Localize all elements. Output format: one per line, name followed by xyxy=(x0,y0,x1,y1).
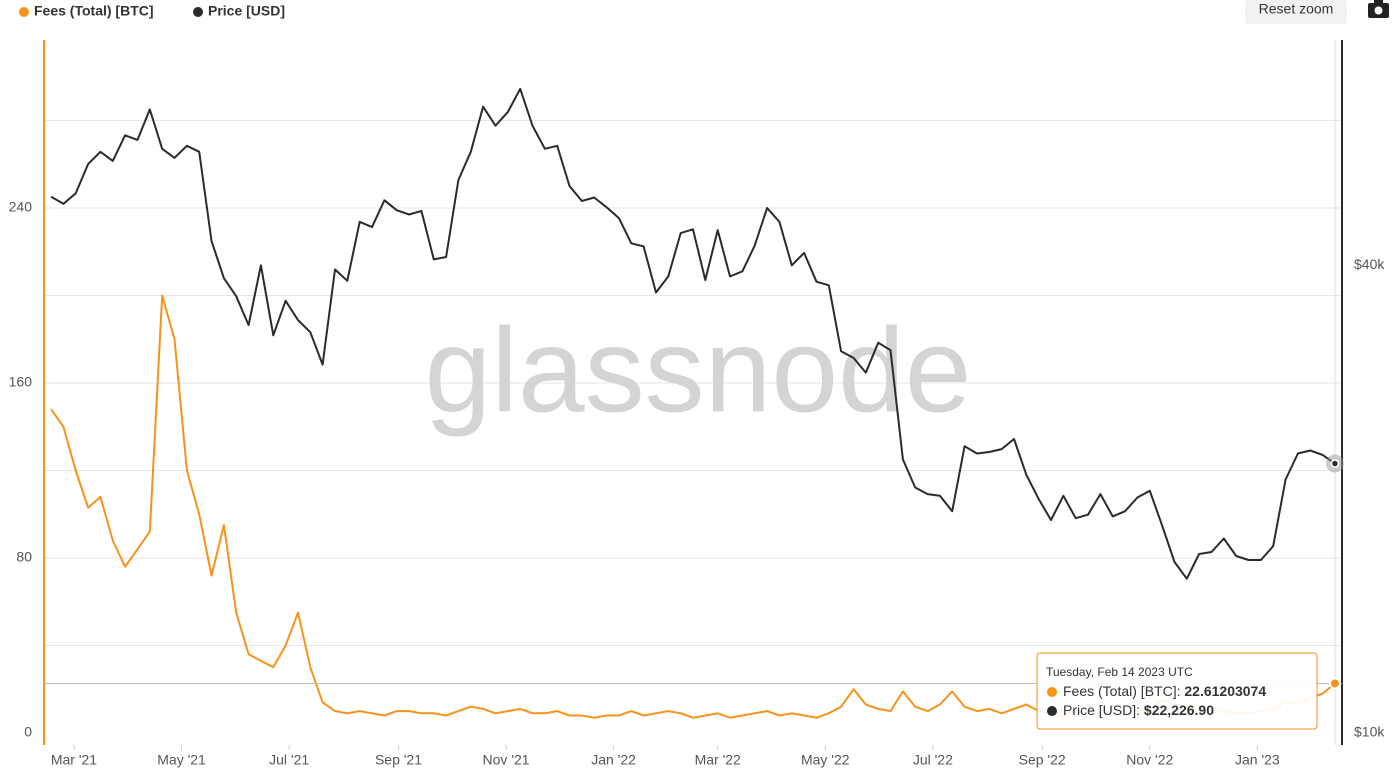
series-line xyxy=(50,87,1336,580)
camera-top[interactable] xyxy=(1374,0,1383,5)
y2-tick-label: $10k xyxy=(1354,724,1385,740)
x-tick-label: Nov '21 xyxy=(483,752,530,768)
tooltip-series-name: Fees (Total) [BTC] xyxy=(1063,683,1177,699)
camera-lens[interactable] xyxy=(1374,6,1383,15)
x-tick-label: Mar '21 xyxy=(51,752,97,768)
x-tick-label: Jul '21 xyxy=(269,752,309,768)
tooltip-box xyxy=(1036,652,1318,730)
x-tick-label: Jan '23 xyxy=(1235,752,1280,768)
tooltip: Tuesday, Feb 14 2023 UTC Fees (Total) [BT… xyxy=(1036,652,1318,730)
x-tick-label: Nov '22 xyxy=(1126,752,1173,768)
y-tick-label: 160 xyxy=(9,374,33,390)
tooltip-row: Price [USD]: $22,226.90 xyxy=(1063,702,1214,718)
hover-marker xyxy=(1328,677,1341,690)
tooltip-dot xyxy=(1047,706,1057,716)
legend-label[interactable]: Fees (Total) [BTC] xyxy=(34,3,154,19)
tooltip-sep: : xyxy=(1136,702,1144,718)
y-tick-label: 240 xyxy=(9,199,33,215)
x-tick-label: Jan '22 xyxy=(591,752,636,768)
x-tick-label: May '22 xyxy=(801,752,850,768)
legend-dot xyxy=(19,7,29,17)
watermark: glassnode xyxy=(424,304,971,438)
x-tick-label: Jul '22 xyxy=(913,752,953,768)
tooltip-dot xyxy=(1047,687,1057,697)
tooltip-series-name: Price [USD] xyxy=(1063,702,1136,718)
x-tick-label: Sep '22 xyxy=(1019,752,1066,768)
tooltip-value: $22,226.90 xyxy=(1144,702,1214,718)
tooltip-title: Tuesday, Feb 14 2023 UTC xyxy=(1046,665,1193,679)
legend-dot xyxy=(193,7,203,17)
y2-tick-label: $40k xyxy=(1354,256,1385,272)
reset-zoom-button[interactable] xyxy=(1245,0,1347,24)
tooltip-row: Fees (Total) [BTC]: 22.61203074 xyxy=(1063,683,1266,699)
tooltip-value: 22.61203074 xyxy=(1184,683,1266,699)
hover-marker-core xyxy=(1330,459,1340,468)
x-tick-label: Sep '21 xyxy=(375,752,422,768)
y-tick-label: 80 xyxy=(16,549,32,565)
y-tick-label: 0 xyxy=(24,724,32,740)
tooltip-sep: : xyxy=(1177,683,1185,699)
camera-icon[interactable] xyxy=(1368,0,1389,18)
reset-zoom-label[interactable]: Reset zoom xyxy=(1259,1,1334,17)
x-tick-label: Mar '22 xyxy=(695,752,741,768)
x-tick-label: May '21 xyxy=(157,752,206,768)
legend-label[interactable]: Price [USD] xyxy=(208,3,285,19)
